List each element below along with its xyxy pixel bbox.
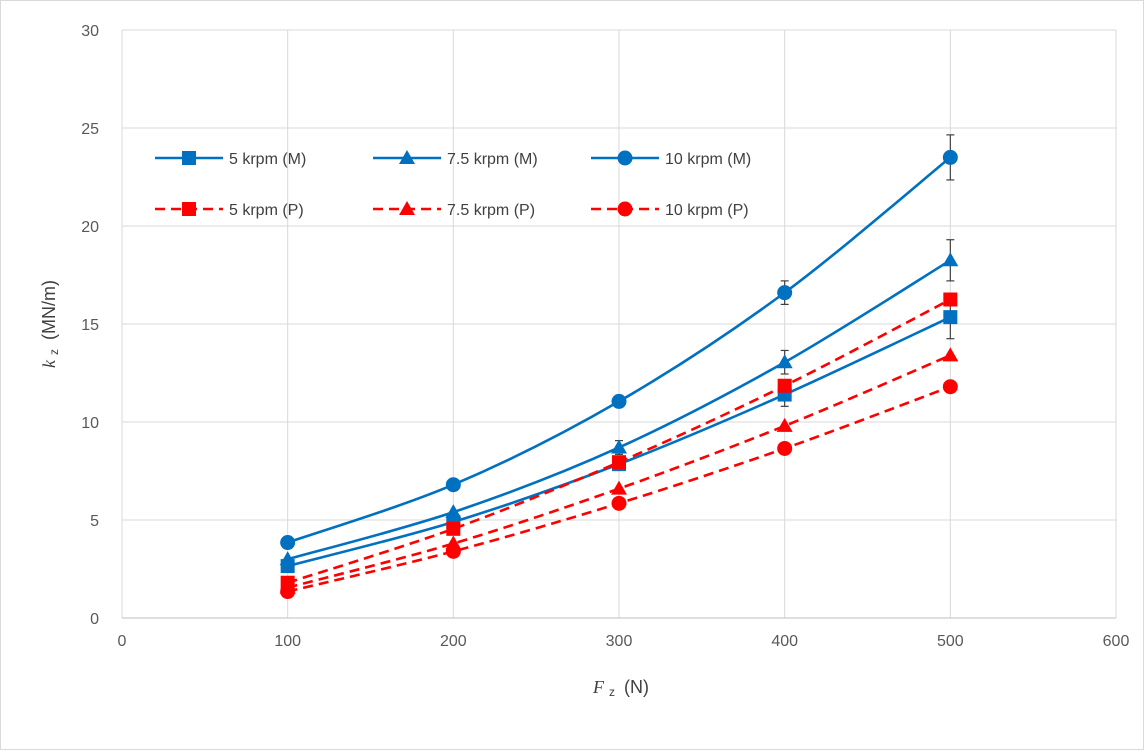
y-tick-label: 0 xyxy=(90,611,99,628)
legend-label: 7.5 krpm (P) xyxy=(447,202,535,219)
legend-item: 10 krpm (M) xyxy=(591,150,751,168)
legend-item: 10 krpm (P) xyxy=(591,201,749,219)
series-layer xyxy=(279,134,959,600)
data-point xyxy=(279,551,296,566)
legend-label: 10 krpm (P) xyxy=(665,202,749,219)
series-3 xyxy=(280,134,958,551)
data-point xyxy=(942,149,958,165)
legend-item: 7.5 krpm (M) xyxy=(373,150,538,168)
x-tick-labels: 0 100 200 300 400 500 600 xyxy=(118,633,1130,650)
x-tick-label: 300 xyxy=(606,633,633,650)
legend-item: 5 krpm (P) xyxy=(155,202,304,219)
data-point xyxy=(777,440,793,456)
data-point xyxy=(611,439,627,454)
data-point xyxy=(445,504,462,519)
data-point xyxy=(776,354,793,369)
data-point xyxy=(777,285,793,301)
y-tick-label: 25 xyxy=(81,121,99,138)
x-tick-label: 100 xyxy=(274,633,301,650)
legend-label: 7.5 krpm (M) xyxy=(447,151,538,168)
x-tick-label: 400 xyxy=(771,633,798,650)
data-point xyxy=(611,480,627,495)
data-point xyxy=(280,584,296,600)
data-point xyxy=(445,543,461,559)
series-6 xyxy=(280,379,958,600)
y-tick-labels: 0 5 10 15 20 25 30 xyxy=(81,23,99,628)
x-axis-subscript: z xyxy=(609,685,615,699)
y-tick-label: 10 xyxy=(81,415,99,432)
x-tick-label: 0 xyxy=(118,633,127,650)
data-point xyxy=(943,292,958,307)
x-axis-title: F z (N) xyxy=(592,677,649,700)
legend: 5 krpm (M) 7.5 krpm (M) 10 krpm (M) 5 krpm … xyxy=(155,150,751,219)
y-tick-label: 5 xyxy=(90,513,99,530)
data-point xyxy=(942,379,958,395)
legend-label: 5 krpm (M) xyxy=(229,151,306,168)
data-point xyxy=(942,347,959,362)
data-point xyxy=(776,417,793,432)
legend-label: 5 krpm (P) xyxy=(229,202,304,219)
series-2 xyxy=(279,239,959,566)
data-point xyxy=(280,535,296,551)
data-point xyxy=(445,477,461,493)
series-4 xyxy=(280,292,958,590)
legend-marker xyxy=(617,150,633,166)
y-axis-subscript: z xyxy=(47,349,61,355)
x-axis-symbol: F xyxy=(592,677,605,697)
data-point xyxy=(777,378,792,393)
y-axis-title: k z (MN/m) xyxy=(39,280,62,368)
legend-item: 7.5 krpm (P) xyxy=(373,201,535,219)
data-point xyxy=(611,495,627,511)
legend-item: 5 krpm (M) xyxy=(155,151,306,168)
legend-marker xyxy=(399,201,415,215)
legend-marker xyxy=(182,202,196,216)
legend-label: 10 krpm (M) xyxy=(665,151,751,168)
gridlines xyxy=(121,29,1117,619)
legend-marker xyxy=(182,151,196,165)
legend-marker xyxy=(617,201,633,217)
y-axis-unit: (MN/m) xyxy=(39,280,59,340)
data-point xyxy=(943,310,958,325)
y-tick-label: 30 xyxy=(81,23,99,40)
legend-marker xyxy=(399,150,415,164)
x-tick-label: 600 xyxy=(1103,633,1130,650)
data-point xyxy=(611,393,627,409)
data-point xyxy=(942,252,959,267)
y-tick-label: 15 xyxy=(81,317,99,334)
data-point xyxy=(612,455,626,470)
data-point xyxy=(446,521,461,536)
x-axis-unit: (N) xyxy=(624,677,649,697)
x-tick-label: 200 xyxy=(440,633,467,650)
y-tick-label: 20 xyxy=(81,219,99,236)
y-axis-symbol: k xyxy=(39,359,59,368)
x-tick-label: 500 xyxy=(937,633,964,650)
